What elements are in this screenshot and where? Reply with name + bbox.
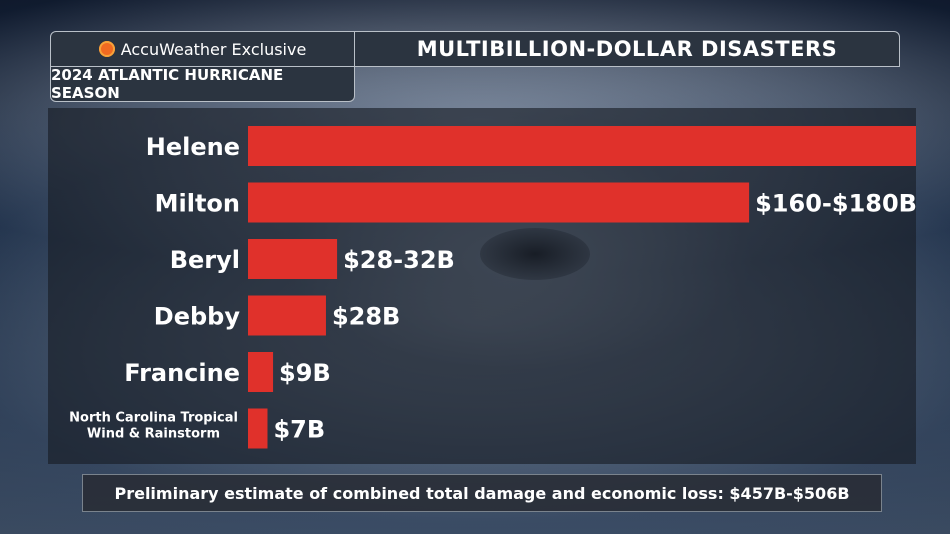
bar-0 (248, 126, 916, 166)
brand-label: AccuWeather Exclusive (120, 39, 307, 59)
category-label-0: Helene (146, 133, 240, 161)
chart-title: MULTIBILLION-DOLLAR DISASTERS (355, 31, 900, 67)
category-label-2: Beryl (170, 246, 240, 274)
sun-logo-icon (98, 41, 115, 57)
value-label-4: $9B (279, 359, 331, 387)
bar-1 (248, 182, 750, 223)
season-subtitle: 2024 ATLANTIC HURRICANE SEASON (50, 66, 355, 102)
bar-3 (248, 295, 326, 336)
total-estimate-footer: Preliminary estimate of combined total d… (82, 474, 882, 512)
bar-chart: Helene$225-$250BMilton$160-$180BBeryl$28… (69, 126, 916, 449)
value-label-3: $28B (332, 303, 400, 331)
value-label-2: $28-32B (343, 246, 455, 274)
value-label-1: $160-$180B (755, 190, 916, 218)
chart-panel: Helene$225-$250BMilton$160-$180BBeryl$28… (48, 108, 916, 464)
category-label-3: Debby (154, 303, 241, 331)
bar-5 (248, 408, 268, 449)
bar-4 (248, 352, 274, 392)
category-label-4: Francine (124, 359, 240, 387)
value-label-5: $7B (273, 416, 325, 444)
category-label-1: Milton (155, 190, 240, 218)
category-label-5: North Carolina Tropical Wind & Rainstorm (69, 411, 238, 442)
bar-2 (248, 239, 338, 279)
brand-header: AccuWeather Exclusive (50, 31, 355, 67)
